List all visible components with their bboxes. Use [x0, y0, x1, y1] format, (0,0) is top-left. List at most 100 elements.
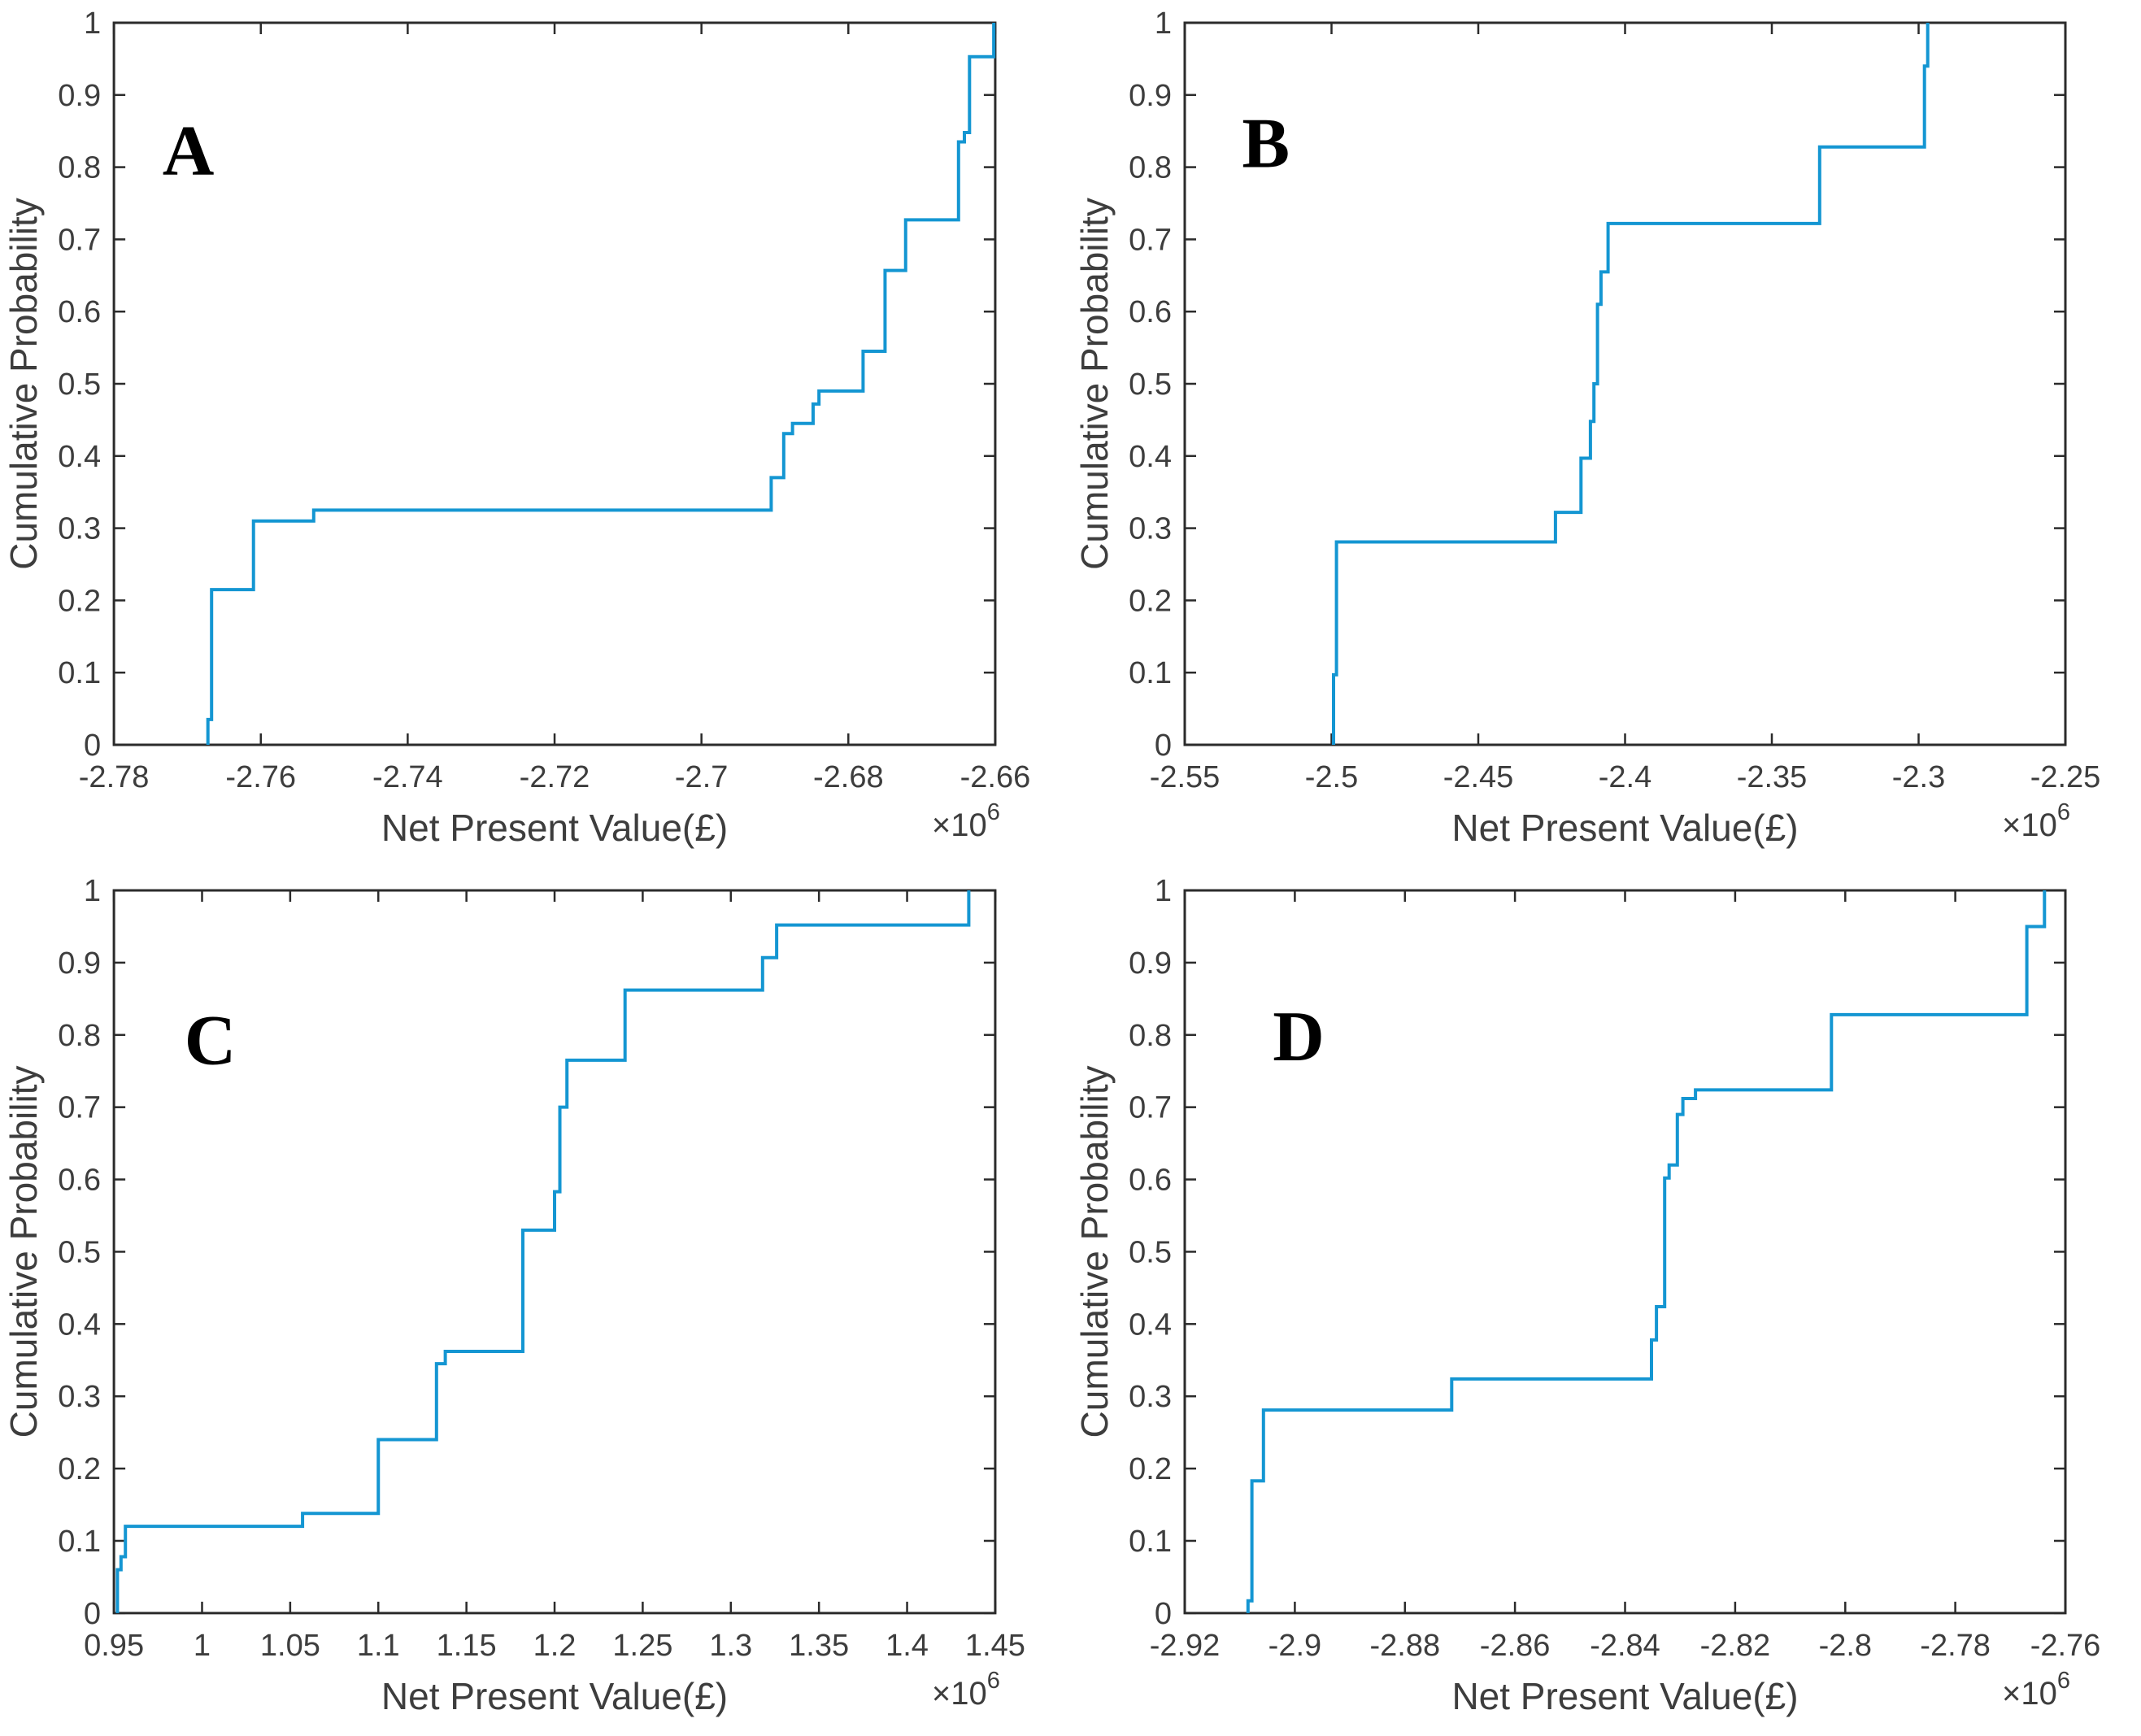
- y-axis-label: Cumulative Probability: [1073, 1065, 1116, 1438]
- y-tick-label: 0.5: [58, 1235, 101, 1269]
- x-tick-label: 1.3: [709, 1629, 752, 1663]
- y-axis-label: Cumulative Probability: [1073, 198, 1116, 570]
- panel-letter: A: [163, 112, 215, 191]
- y-tick-label: 0.2: [1129, 1452, 1172, 1486]
- y-tick-label: 0.1: [1129, 1525, 1172, 1559]
- x-tick-label: -2.25: [2030, 760, 2101, 794]
- x-axis-label: Net Present Value(£): [381, 807, 728, 849]
- y-tick-label: 0.4: [58, 1307, 101, 1342]
- x-axis-label: Net Present Value(£): [381, 1675, 728, 1717]
- y-tick-label: 0.9: [1129, 79, 1172, 113]
- y-tick-label: 0.1: [58, 1525, 101, 1559]
- x-tick-label: -2.55: [1150, 760, 1221, 794]
- y-tick-label: 0.9: [58, 946, 101, 981]
- x-tick-label: -2.4: [1599, 760, 1651, 794]
- y-tick-label: 0.3: [58, 1380, 101, 1414]
- panel-b: -2.55 -2.5 -2.45 -2.4 -2.35 -2.3 -2.25 0 0.1 0.2 0…: [1071, 0, 2141, 868]
- y-tick-label: 0: [1155, 1597, 1172, 1631]
- cdf-plot-b: -2.55 -2.5 -2.45 -2.4 -2.35 -2.3 -2.25 0 0.1 0.2 0…: [1073, 7, 2101, 849]
- x-tick-label: 1.2: [533, 1629, 577, 1663]
- x-tick-label: 0.95: [84, 1629, 144, 1663]
- y-tick-label: 0.6: [58, 1164, 101, 1198]
- y-tick-label: 0: [84, 1597, 101, 1631]
- x-tick-label: -2.76: [225, 760, 296, 794]
- panel-letter: D: [1273, 998, 1325, 1077]
- y-tick-label: 1: [84, 874, 101, 908]
- y-tick-label: 0.4: [58, 440, 101, 474]
- y-tick-label: 0.7: [58, 223, 101, 257]
- y-tick-label: 1: [1155, 874, 1172, 908]
- x-axis-exponent: ×106: [2002, 799, 2070, 843]
- y-tick-label: 0.4: [1129, 1307, 1172, 1342]
- x-tick-label: 1: [194, 1629, 211, 1663]
- x-tick-label: -2.84: [1590, 1629, 1660, 1663]
- x-tick-label: 1.35: [789, 1629, 849, 1663]
- x-tick-label: 1.45: [965, 1629, 1025, 1663]
- y-tick-label: 0.8: [58, 151, 101, 185]
- x-tick-label: -2.3: [1892, 760, 1945, 794]
- y-tick-label: 0.1: [1129, 656, 1172, 690]
- x-tick-label: -2.7: [675, 760, 729, 794]
- y-tick-label: 0.5: [1129, 1235, 1172, 1269]
- y-tick-label: 1: [84, 7, 101, 41]
- cdf-plot-c: 0.95 1 1.05 1.1 1.15 1.2 1.25 1.3 1.35 1.4 1.45 0 0.…: [2, 874, 1025, 1717]
- x-tick-label: -2.86: [1480, 1629, 1551, 1663]
- x-tick-label: 1.15: [437, 1629, 497, 1663]
- x-tick-label: -2.78: [1920, 1629, 1991, 1663]
- y-tick-label: 0.8: [58, 1019, 101, 1053]
- x-axis-label: Net Present Value(£): [1451, 1675, 1798, 1717]
- x-tick-label: 1.25: [612, 1629, 672, 1663]
- axes-frame: [112, 889, 997, 1615]
- panel-d: -2.92 -2.9 -2.88 -2.86 -2.84 -2.82 -2.8 -2.78 -2…: [1071, 868, 2141, 1736]
- x-axis-label: Net Present Value(£): [1451, 807, 1798, 849]
- y-tick-label: 1: [1155, 7, 1172, 41]
- cdf-step-line: [206, 23, 996, 745]
- y-tick-label: 0.1: [58, 656, 101, 690]
- x-tick-label: -2.92: [1150, 1629, 1221, 1663]
- cdf-plot-d: -2.92 -2.9 -2.88 -2.86 -2.84 -2.82 -2.8 -2.78 -2…: [1073, 874, 2101, 1717]
- cdf-step-line: [1246, 890, 2047, 1613]
- panel-letter: B: [1242, 105, 1290, 184]
- panel-a: -2.78 -2.76 -2.74 -2.72 -2.7 -2.68 -2.66 0 0.1 0.…: [0, 0, 1071, 868]
- y-tick-label: 0.3: [58, 512, 101, 546]
- y-axis-label: Cumulative Probability: [2, 198, 45, 569]
- x-tick-label: -2.82: [1700, 1629, 1771, 1663]
- y-tick-label: 0: [84, 729, 101, 763]
- y-tick-label: 0.9: [58, 79, 101, 113]
- x-tick-label: -2.8: [1819, 1629, 1872, 1663]
- y-tick-label: 0.4: [1129, 440, 1172, 474]
- x-tick-label: -2.72: [520, 760, 590, 794]
- x-tick-label: -2.76: [2030, 1629, 2101, 1663]
- y-tick-label: 0.6: [58, 295, 101, 329]
- x-axis-exponent: ×106: [2002, 1668, 2070, 1712]
- y-tick-label: 0.5: [58, 368, 101, 402]
- y-tick-label: 0.6: [1129, 1164, 1172, 1198]
- y-tick-label: 0.6: [1129, 295, 1172, 329]
- y-tick-label: 0.3: [1129, 1380, 1172, 1414]
- x-tick-label: -2.35: [1737, 760, 1808, 794]
- x-tick-label: 1.1: [357, 1629, 400, 1663]
- x-axis-exponent: ×106: [932, 799, 1000, 843]
- y-tick-label: 0.8: [1129, 1019, 1172, 1053]
- x-tick-label: -2.68: [813, 760, 884, 794]
- x-tick-label: -2.5: [1305, 760, 1358, 794]
- x-tick-label: -2.66: [960, 760, 1031, 794]
- y-tick-label: 0.3: [1129, 512, 1172, 546]
- y-tick-label: 0: [1155, 729, 1172, 763]
- y-axis-label: Cumulative Probability: [2, 1066, 45, 1438]
- y-tick-label: 0.2: [58, 1452, 101, 1486]
- y-tick-label: 0.9: [1129, 946, 1172, 981]
- axes-frame: [1183, 21, 2067, 746]
- y-tick-label: 0.2: [58, 584, 101, 618]
- y-tick-label: 0.7: [1129, 223, 1172, 257]
- x-tick-label: 1.4: [886, 1629, 929, 1663]
- cdf-step-line: [1332, 23, 1930, 745]
- y-tick-label: 0.7: [1129, 1091, 1172, 1125]
- y-tick-label: 0.7: [58, 1091, 101, 1125]
- cdf-step-line: [115, 890, 971, 1613]
- x-axis-exponent: ×106: [932, 1668, 1000, 1712]
- cdf-plot-a: -2.78 -2.76 -2.74 -2.72 -2.7 -2.68 -2.66 0 0.1 0.…: [2, 7, 1031, 849]
- x-tick-label: -2.88: [1370, 1629, 1441, 1663]
- x-tick-label: -2.78: [79, 760, 150, 794]
